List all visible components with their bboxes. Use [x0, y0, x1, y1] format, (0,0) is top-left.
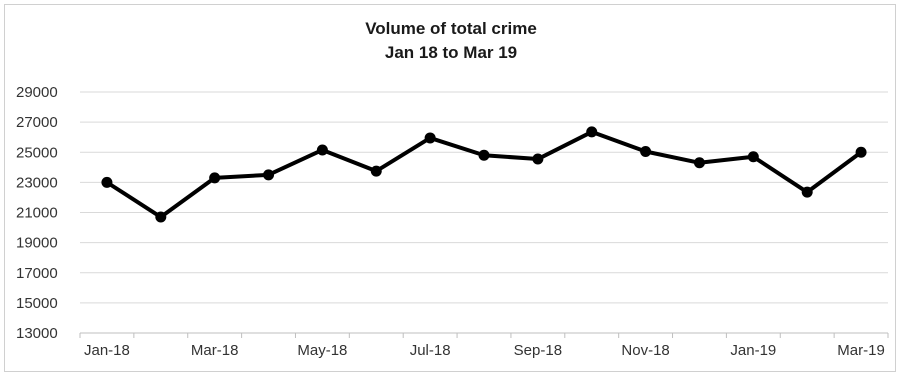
series-line [105, 129, 863, 220]
y-axis-ticks: 13000 15000 17000 19000 21000 23000 25000 27000… [16, 84, 58, 342]
x-tick-label: May-18 [297, 342, 347, 359]
chart-subtitle: Jan 18 to Mar 19 [384, 43, 518, 62]
grid-lines [80, 91, 888, 304]
data-point [478, 149, 490, 161]
x-tick-label: Nov-18 [621, 342, 669, 359]
data-point [747, 151, 759, 163]
series-layer [101, 126, 867, 223]
x-tick-label: Sep-18 [514, 342, 562, 359]
x-tick-label: Jul-18 [410, 342, 451, 359]
y-tick-label: 25000 [16, 144, 58, 161]
y-tick-label: 23000 [16, 174, 58, 191]
x-axis-ticks: Jan-18 Mar-18 May-18 Jul-18 Sep-18 Nov-18 Jan-… [79, 333, 889, 359]
data-point [155, 211, 167, 223]
data-point [640, 145, 652, 157]
y-tick-label: 13000 [16, 325, 58, 342]
data-point [316, 144, 328, 156]
y-tick-label: 17000 [16, 265, 58, 282]
y-tick-label: 19000 [16, 235, 58, 252]
y-tick-label: 29000 [16, 84, 58, 101]
y-tick-label: 27000 [16, 114, 58, 131]
data-point [263, 169, 275, 181]
y-tick-label: 15000 [16, 295, 58, 312]
x-tick-label: Mar-19 [837, 342, 885, 359]
data-point [693, 157, 705, 169]
data-point [424, 132, 436, 144]
data-point [801, 186, 813, 198]
data-point [209, 172, 221, 184]
x-tick-label: Mar-18 [191, 342, 239, 359]
data-point [101, 176, 113, 188]
data-point [532, 153, 544, 165]
data-point [370, 165, 382, 177]
data-point [855, 146, 867, 158]
x-tick-label: Jan-19 [730, 342, 776, 359]
chart-title: Volume of total crime [365, 19, 537, 38]
x-tick-label: Jan-18 [84, 342, 130, 359]
chart-frame [4, 4, 896, 372]
y-tick-label: 21000 [16, 205, 58, 222]
data-point [586, 126, 598, 138]
